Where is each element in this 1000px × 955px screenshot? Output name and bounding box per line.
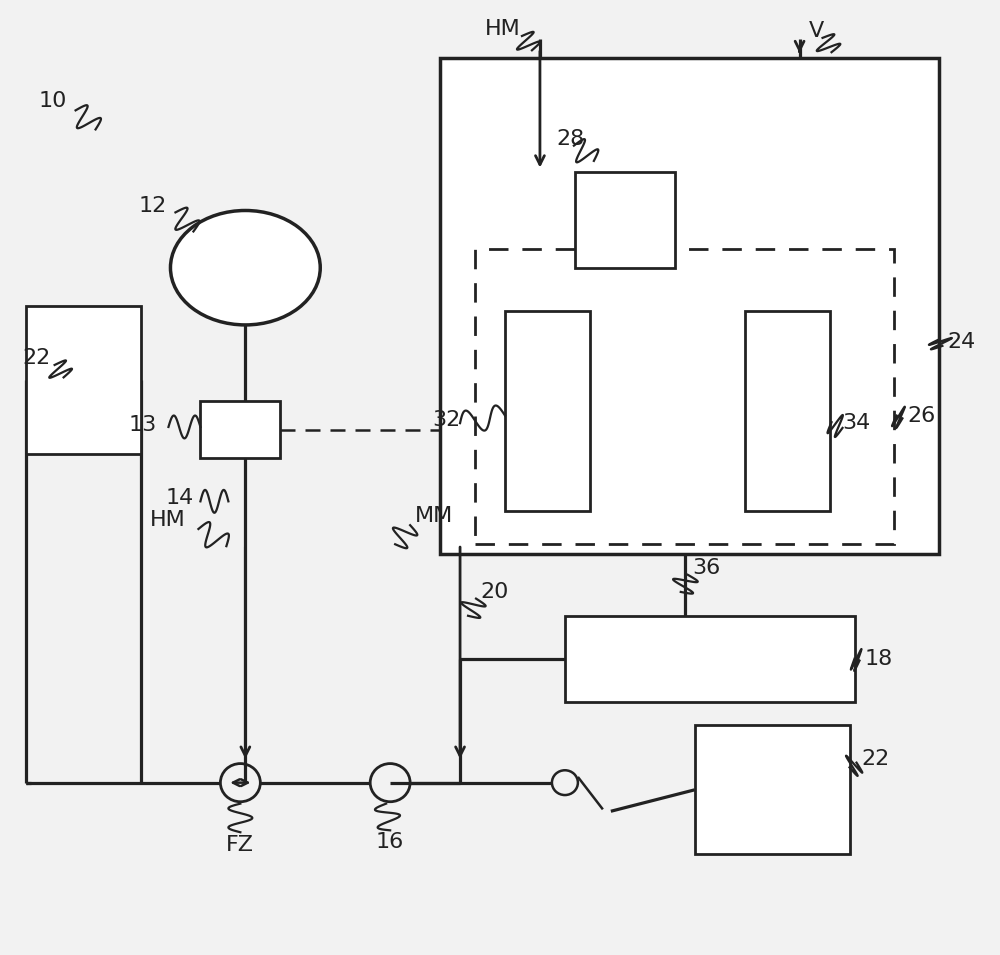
Text: MM: MM bbox=[415, 505, 453, 525]
FancyBboxPatch shape bbox=[695, 726, 850, 854]
Text: 22: 22 bbox=[23, 349, 51, 369]
Text: FZ: FZ bbox=[226, 835, 254, 855]
Text: 24: 24 bbox=[947, 332, 976, 352]
FancyBboxPatch shape bbox=[505, 310, 590, 511]
FancyBboxPatch shape bbox=[575, 172, 675, 267]
FancyBboxPatch shape bbox=[200, 401, 280, 458]
Text: HM: HM bbox=[485, 19, 521, 39]
Text: 10: 10 bbox=[39, 91, 67, 111]
Text: V: V bbox=[809, 21, 824, 41]
Text: 18: 18 bbox=[864, 648, 893, 668]
Text: 34: 34 bbox=[843, 414, 871, 434]
Text: 36: 36 bbox=[693, 558, 721, 578]
Ellipse shape bbox=[170, 210, 320, 325]
FancyBboxPatch shape bbox=[565, 616, 855, 702]
Text: 12: 12 bbox=[139, 196, 167, 216]
Text: 20: 20 bbox=[480, 582, 508, 602]
Text: 28: 28 bbox=[556, 129, 584, 149]
Text: 16: 16 bbox=[376, 832, 404, 852]
FancyBboxPatch shape bbox=[26, 306, 141, 454]
FancyBboxPatch shape bbox=[440, 58, 939, 554]
Text: 13: 13 bbox=[129, 415, 157, 435]
FancyBboxPatch shape bbox=[475, 248, 894, 544]
Text: 22: 22 bbox=[861, 749, 890, 769]
Text: HM: HM bbox=[150, 510, 185, 530]
Text: 32: 32 bbox=[432, 411, 460, 431]
Text: 26: 26 bbox=[907, 406, 936, 426]
Text: 14: 14 bbox=[165, 488, 194, 508]
FancyBboxPatch shape bbox=[745, 310, 830, 511]
